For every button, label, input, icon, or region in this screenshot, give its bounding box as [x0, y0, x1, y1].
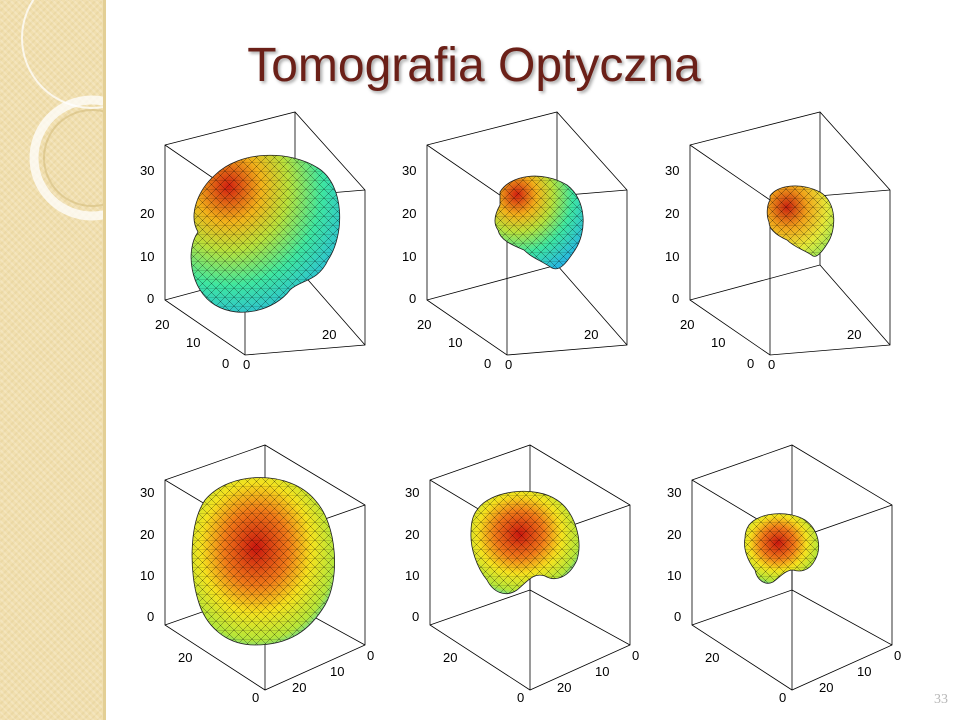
decorative-sidebar	[0, 0, 106, 720]
z-tick: 10	[665, 249, 679, 264]
y-tick: 10	[448, 335, 462, 350]
x-tick: 10	[595, 664, 609, 679]
z-tick: 20	[405, 527, 419, 542]
plot-panel-2: 30 20 10 0 20 10 0 0 20	[402, 111, 628, 372]
z-tick: 10	[140, 249, 154, 264]
plot-panel-5: 30 20 10 0 20 0 20 10 0	[405, 444, 639, 705]
y-tick: 20	[680, 317, 694, 332]
z-tick: 20	[140, 206, 154, 221]
x-tick: 20	[584, 327, 598, 342]
z-tick: 0	[147, 609, 154, 624]
y-tick: 10	[711, 335, 725, 350]
z-tick: 0	[409, 291, 416, 306]
z-tick: 30	[405, 485, 419, 500]
x-tick: 20	[819, 680, 833, 695]
y-tick: 20	[705, 650, 719, 665]
y-tick: 0	[747, 356, 754, 371]
z-tick: 20	[665, 206, 679, 221]
decorative-rings-icon	[21, 0, 106, 221]
y-tick: 0	[517, 690, 524, 705]
x-tick: 0	[505, 357, 512, 372]
x-tick: 20	[557, 680, 571, 695]
z-tick: 30	[140, 485, 154, 500]
z-tick: 10	[140, 568, 154, 583]
y-tick: 0	[222, 356, 229, 371]
plot-panel-1: 30 20 10 0 20 10 0 0 20	[140, 111, 366, 372]
slide-title: Tomografia Optyczna	[247, 39, 701, 92]
z-tick: 30	[140, 163, 154, 178]
z-tick: 20	[140, 527, 154, 542]
z-tick: 10	[402, 249, 416, 264]
x-tick: 0	[632, 648, 639, 663]
y-tick: 0	[779, 690, 786, 705]
plot-panel-4: 30 20 10 0 20 0 20 10 0	[140, 444, 374, 705]
x-tick: 0	[367, 648, 374, 663]
x-tick: 0	[243, 357, 250, 372]
y-tick: 20	[155, 317, 169, 332]
x-tick: 10	[857, 664, 871, 679]
z-tick: 0	[412, 609, 419, 624]
z-tick: 10	[667, 568, 681, 583]
sidebar-edge	[103, 0, 106, 720]
z-tick: 30	[402, 163, 416, 178]
x-tick: 10	[330, 664, 344, 679]
y-tick: 20	[443, 650, 457, 665]
x-tick: 0	[768, 357, 775, 372]
plot-panel-6: 30 20 10 0 20 0 20 10 0	[667, 444, 901, 705]
z-tick: 10	[405, 568, 419, 583]
x-tick: 20	[847, 327, 861, 342]
z-tick: 0	[147, 291, 154, 306]
x-tick: 20	[322, 327, 336, 342]
z-tick: 20	[402, 206, 416, 221]
z-tick: 30	[665, 163, 679, 178]
y-tick: 20	[178, 650, 192, 665]
page-number: 33	[934, 692, 948, 707]
y-tick: 20	[417, 317, 431, 332]
z-tick: 30	[667, 485, 681, 500]
z-tick: 0	[672, 291, 679, 306]
x-tick: 20	[292, 680, 306, 695]
x-tick: 0	[894, 648, 901, 663]
y-tick: 0	[484, 356, 491, 371]
plot-panel-3: 30 20 10 0 20 10 0 0 20	[665, 111, 891, 372]
y-tick: 0	[252, 690, 259, 705]
z-tick: 0	[674, 609, 681, 624]
y-tick: 10	[186, 335, 200, 350]
z-tick: 20	[667, 527, 681, 542]
